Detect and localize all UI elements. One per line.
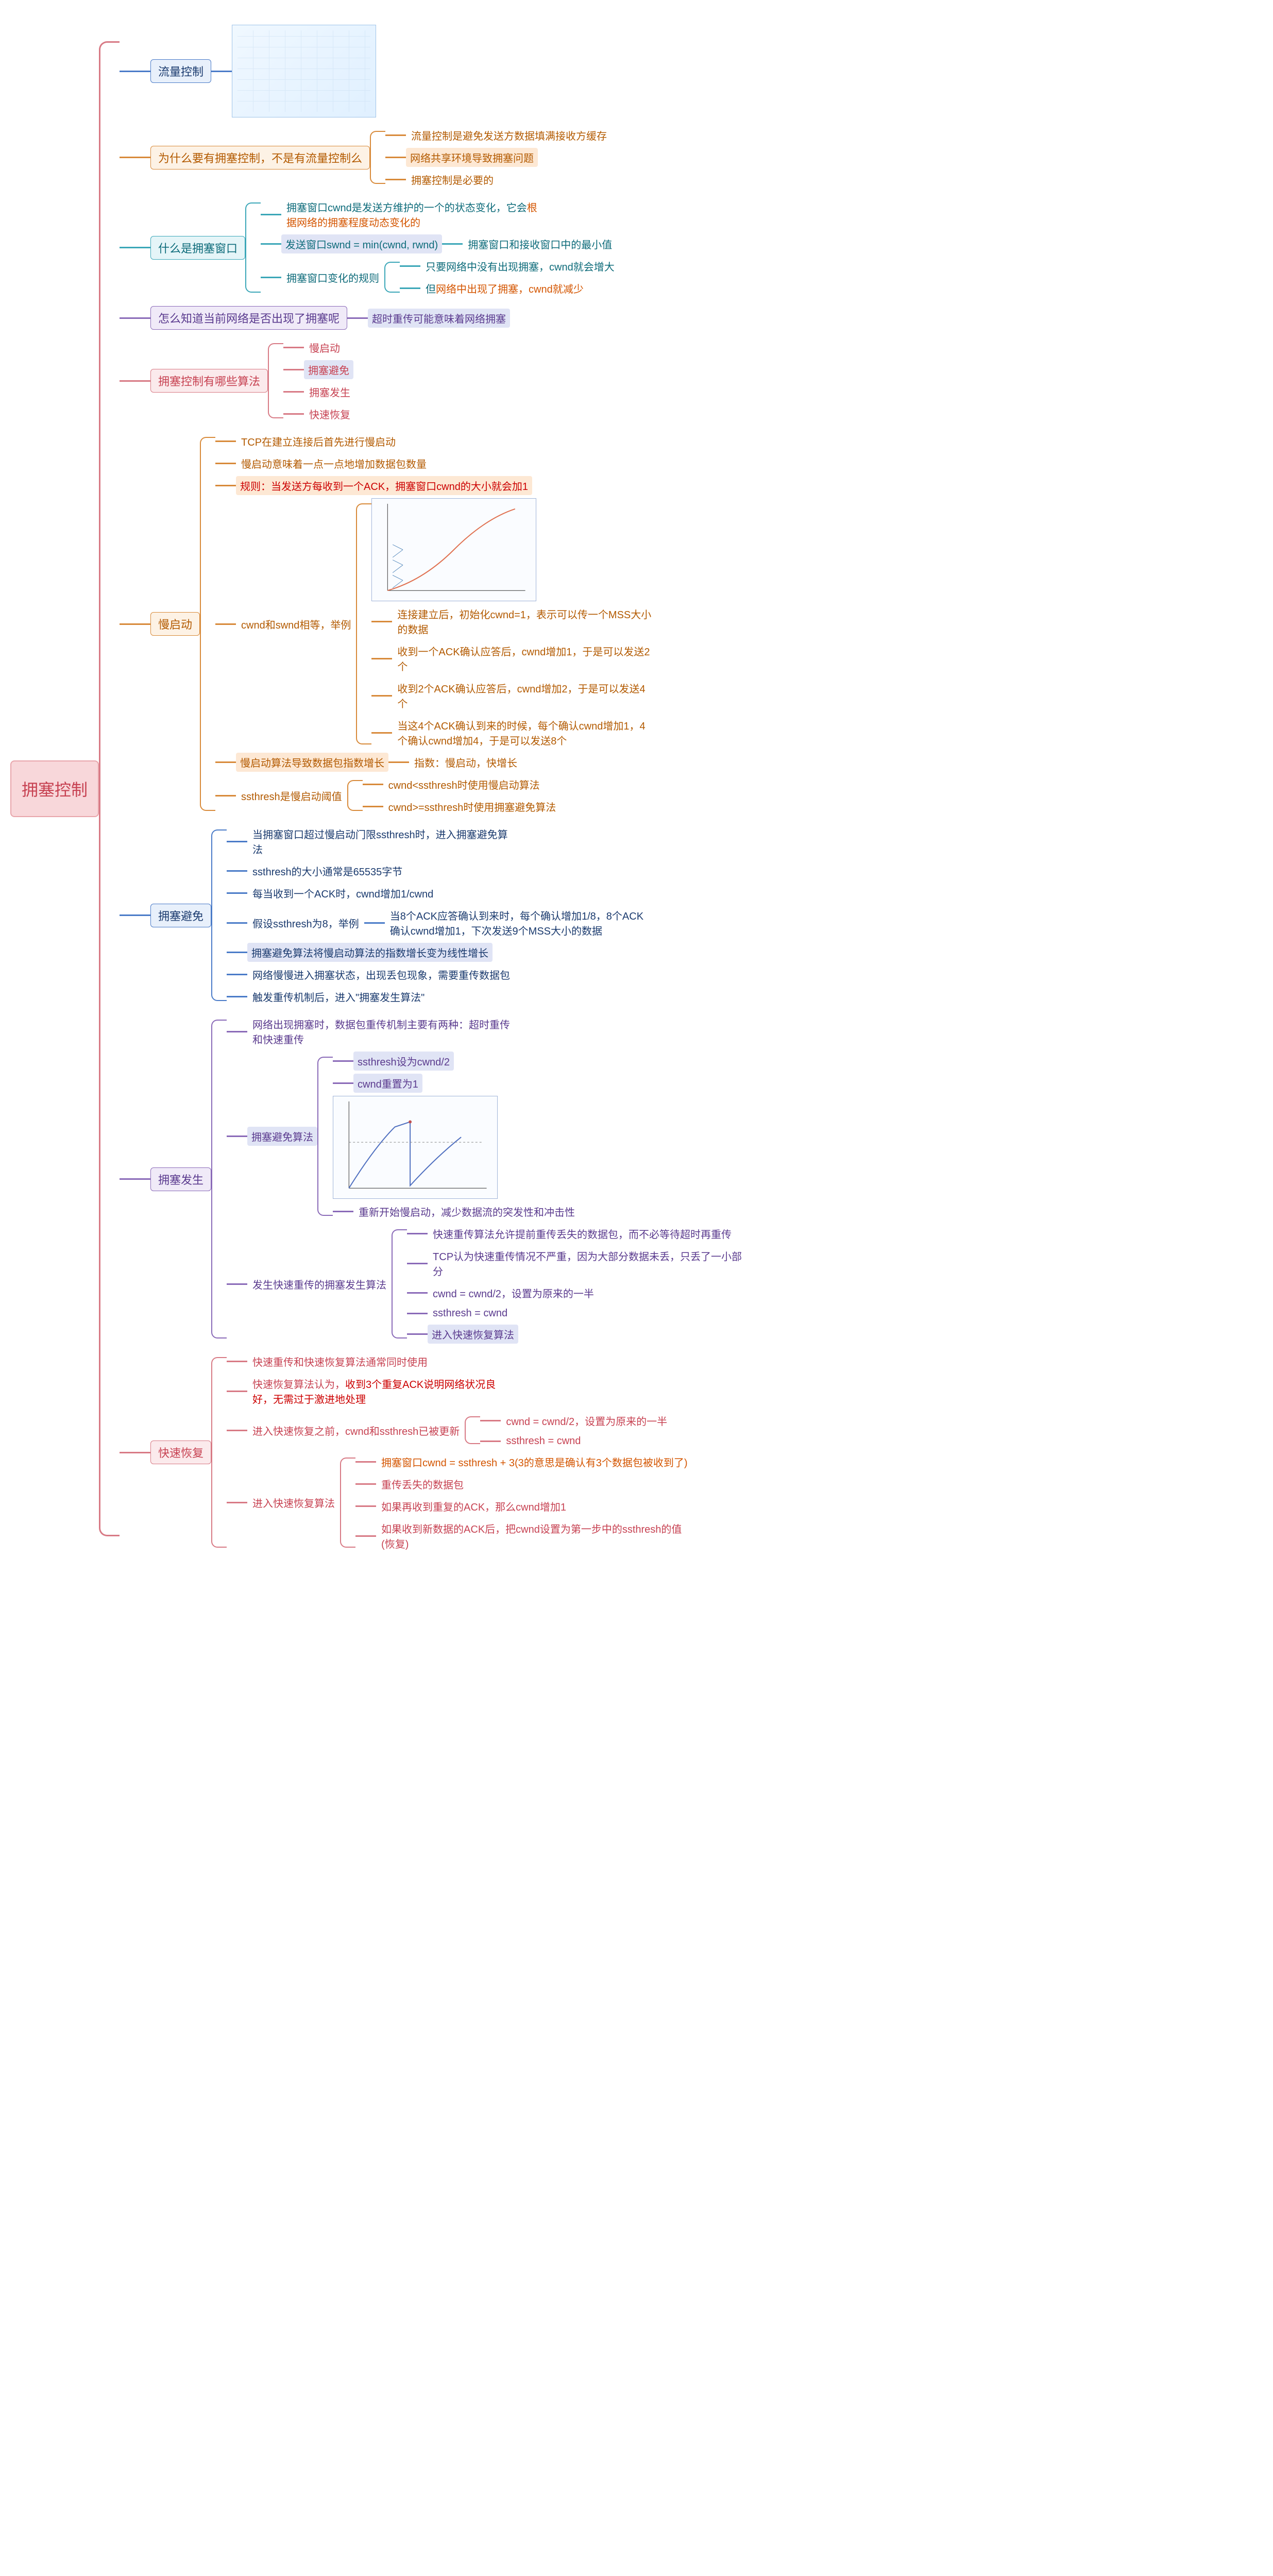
fr-l3: 进入快速恢复之前，cwnd和ssthresh已被更新 (247, 1421, 465, 1440)
ss-l4-2: 收到一个ACK确认应答后，cwnd增加1，于是可以发送2个 (392, 641, 660, 675)
cwnd-swnd: 发送窗口swnd = min(cwnd, rwnd) (281, 234, 442, 253)
node-detect: 怎么知道当前网络是否出现了拥塞呢 (150, 306, 347, 330)
detect-item: 超时重传可能意味着网络拥塞 (368, 309, 510, 328)
ss-l1: TCP在建立连接后首先进行慢启动 (236, 432, 401, 451)
branch-detect: 怎么知道当前网络是否出现了拥塞呢 超时重传可能意味着网络拥塞 (120, 306, 747, 330)
fr-l4: 进入快速恢复算法 (247, 1493, 340, 1512)
ss-l4-4: 当这4个ACK确认到来的时候，每个确认cwnd增加1，4个确认cwnd增加4，于… (392, 716, 660, 750)
av-l2: ssthresh的大小通常是65535字节 (247, 861, 408, 880)
cg-l3-3: cwnd = cwnd/2，设置为原来的一半 (428, 1283, 599, 1302)
ss-l4-3: 收到2个ACK确认应答后，cwnd增加2，于是可以发送4个 (392, 679, 660, 713)
branch-flow-control: 流量控制 (120, 25, 747, 117)
node-why: 为什么要有拥塞控制，不是有流量控制么 (150, 146, 370, 170)
branch-why-congestion: 为什么要有拥塞控制，不是有流量控制么 流量控制是避免发送方数据填满接收方缓存 网… (120, 126, 747, 189)
fr-l4-1: 拥塞窗口cwnd = ssthresh + 3(3的意思是确认有3个数据包被收到… (376, 1452, 693, 1471)
branch-congestion-event: 拥塞发生 网络出现拥塞时，数据包重传机制主要有两种：超时重传和快速重传 拥塞避免… (120, 1014, 747, 1344)
cg-l2: 拥塞避免算法 (247, 1127, 317, 1146)
cwnd-rule-a: 只要网络中没有出现拥塞，cwnd就会增大 (420, 257, 620, 276)
root-node: 拥塞控制 (10, 760, 99, 817)
avoid-items: 当拥塞窗口超过慢启动门限ssthresh时，进入拥塞避免算法 ssthresh的… (227, 824, 653, 1006)
congestion-chart (333, 1096, 498, 1199)
node-cwnd: 什么是拥塞窗口 (150, 236, 245, 260)
why-item-1: 流量控制是避免发送方数据填满接收方缓存 (406, 126, 612, 145)
cg-l3-2: TCP认为快速重传情况不严重，因为大部分数据未丢，只丢了一小部分 (428, 1246, 747, 1280)
ss-l3: 规则：当发送方每收到一个ACK，拥塞窗口cwnd的大小就会加1 (236, 476, 532, 495)
fr-l3-2: ssthresh = cwnd (501, 1433, 586, 1449)
why-item-3: 拥塞控制是必要的 (406, 170, 499, 189)
cwnd-line1: 拥塞窗口cwnd是发送方维护的一个的状态变化，它会根据网络的拥塞程度动态变化的 (281, 197, 549, 231)
cwnd-items: 拥塞窗口cwnd是发送方维护的一个的状态变化，它会根据网络的拥塞程度动态变化的 … (261, 197, 620, 298)
flow-control-diagram (232, 25, 376, 117)
fr-l2: 快速恢复算法认为，收到3个重复ACK说明网络状况良好，无需过于激进地处理 (247, 1374, 515, 1408)
why-items: 流量控制是避免发送方数据填满接收方缓存 网络共享环境导致拥塞问题 拥塞控制是必要… (385, 126, 612, 189)
root-bracket (99, 41, 120, 1536)
av-l4-sub: 当8个ACK应答确认到来时，每个确认增加1/8，8个ACK确认cwnd增加1，下… (385, 906, 653, 940)
ss-l5-sub: 指数：慢启动，快增长 (409, 753, 522, 772)
congest-items: 网络出现拥塞时，数据包重传机制主要有两种：超时重传和快速重传 拥塞避免算法 ss… (227, 1014, 747, 1344)
fr-l4-2: 重传丢失的数据包 (376, 1475, 469, 1494)
av-l4: 假设ssthresh为8，举例 (247, 913, 364, 933)
cg-l3-4: ssthresh = cwnd (428, 1306, 513, 1321)
slowstart-chart (371, 498, 536, 601)
branch-slowstart: 慢启动 TCP在建立连接后首先进行慢启动 慢启动意味着一点一点地增加数据包数量 … (120, 432, 747, 816)
branch-avoidance: 拥塞避免 当拥塞窗口超过慢启动门限ssthresh时，进入拥塞避免算法 ssth… (120, 824, 747, 1006)
cg-l2-2: cwnd重置为1 (353, 1074, 422, 1093)
cwnd-rule-b: 但网络中出现了拥塞，cwnd就减少 (420, 279, 589, 298)
cg-l3: 发生快速重传的拥塞发生算法 (247, 1275, 392, 1294)
cwnd-rule: 拥塞窗口变化的规则 (281, 268, 384, 287)
ss-l6-1: cwnd<ssthresh时使用慢启动算法 (383, 775, 545, 794)
cg-l3-5: 进入快速恢复算法 (428, 1325, 518, 1344)
branch-algorithms: 拥塞控制有哪些算法 慢启动 拥塞避免 拥塞发生 快速恢复 (120, 338, 747, 423)
ss-l6: ssthresh是慢启动阈值 (236, 786, 347, 805)
fr-l1: 快速重传和快速恢复算法通常同时使用 (247, 1352, 433, 1371)
slowstart-items: TCP在建立连接后首先进行慢启动 慢启动意味着一点一点地增加数据包数量 规则：当… (215, 432, 660, 816)
av-l1: 当拥塞窗口超过慢启动门限ssthresh时，进入拥塞避免算法 (247, 824, 515, 858)
why-item-2: 网络共享环境导致拥塞问题 (406, 148, 538, 167)
cwnd-swnd-desc: 拥塞窗口和接收窗口中的最小值 (463, 234, 617, 253)
algo-3: 拥塞发生 (304, 382, 355, 401)
cg-l3-1: 快速重传算法允许提前重传丢失的数据包，而不必等待超时再重传 (428, 1224, 737, 1243)
fr-l3-1: cwnd = cwnd/2，设置为原来的一半 (501, 1411, 672, 1430)
av-l6: 网络慢慢进入拥塞状态，出现丢包现象，需要重传数据包 (247, 965, 515, 984)
ss-l4: cwnd和swnd相等，举例 (236, 615, 356, 634)
cg-l2-after: 重新开始慢启动，减少数据流的突发性和冲击性 (353, 1202, 580, 1221)
cg-l2-1: ssthresh设为cwnd/2 (353, 1052, 454, 1071)
fr-l4-3: 如果再收到重复的ACK，那么cwnd增加1 (376, 1497, 571, 1516)
ss-l2: 慢启动意味着一点一点地增加数据包数量 (236, 454, 432, 473)
node-avoid: 拥塞避免 (150, 904, 211, 927)
branch-cwnd: 什么是拥塞窗口 拥塞窗口cwnd是发送方维护的一个的状态变化，它会根据网络的拥塞… (120, 197, 747, 298)
algo-items: 慢启动 拥塞避免 拥塞发生 快速恢复 (283, 338, 355, 423)
node-algos: 拥塞控制有哪些算法 (150, 369, 268, 393)
node-slowstart: 慢启动 (150, 612, 200, 636)
av-l7: 触发重传机制后，进入"拥塞发生算法" (247, 987, 430, 1006)
branch-fast-recovery: 快速恢复 快速重传和快速恢复算法通常同时使用 快速恢复算法认为，收到3个重复AC… (120, 1352, 747, 1553)
ss-l6-2: cwnd>=ssthresh时使用拥塞避免算法 (383, 797, 562, 816)
algo-2: 拥塞避免 (304, 360, 353, 379)
node-flow-control: 流量控制 (150, 59, 211, 83)
mindmap-root-container: 拥塞控制 流量控制 为什么要有拥塞控制，不是有流量控制么 流量控制是避免发送方数… (10, 21, 1263, 1557)
main-branches: 流量控制 为什么要有拥塞控制，不是有流量控制么 流量控制是避免发送方数据填满接收… (120, 21, 747, 1557)
ss-l5: 慢启动算法导致数据包指数增长 (236, 753, 388, 772)
node-recovery: 快速恢复 (150, 1440, 211, 1464)
node-congest: 拥塞发生 (150, 1167, 211, 1191)
av-l3: 每当收到一个ACK时，cwnd增加1/cwnd (247, 884, 438, 903)
ss-l4-1: 连接建立后，初始化cwnd=1，表示可以传一个MSS大小的数据 (392, 604, 660, 638)
av-l5: 拥塞避免算法将慢启动算法的指数增长变为线性增长 (247, 943, 493, 962)
recovery-items: 快速重传和快速恢复算法通常同时使用 快速恢复算法认为，收到3个重复ACK说明网络… (227, 1352, 695, 1553)
fr-l4-4: 如果收到新数据的ACK后，把cwnd设置为第一步中的ssthresh的值(恢复) (376, 1519, 695, 1553)
cg-l1: 网络出现拥塞时，数据包重传机制主要有两种：超时重传和快速重传 (247, 1014, 515, 1048)
algo-1: 慢启动 (304, 338, 345, 357)
algo-4: 快速恢复 (304, 404, 355, 423)
